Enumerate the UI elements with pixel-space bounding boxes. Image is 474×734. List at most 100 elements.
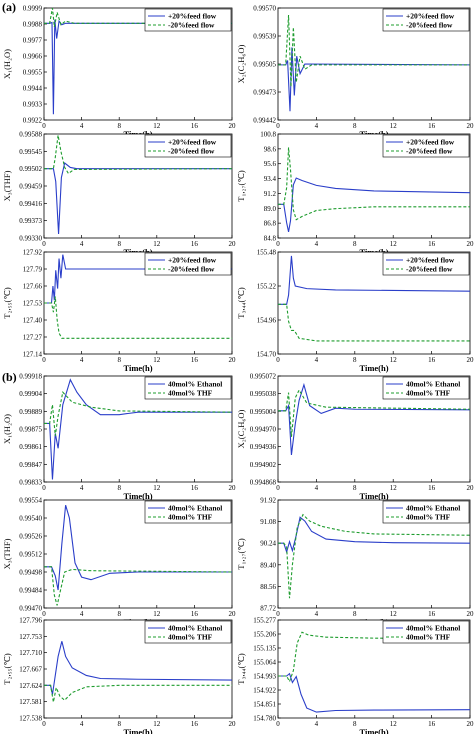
x-axis-label: Time(h) <box>359 363 388 373</box>
y-tick-label: 0.9966 <box>23 53 43 61</box>
x-tick-label: 20 <box>467 122 474 130</box>
y-tick-label: 155.206 <box>253 631 276 639</box>
panel-a1: 0 4 8 12 16 20 0.9922 0.9933 0.9944 0.9955 0.9966 0… <box>2 5 236 140</box>
y-tick-label: 127.753 <box>19 633 42 641</box>
legend-box <box>382 8 470 32</box>
legend: +20%feed flow-20%feed flow <box>382 134 470 158</box>
panel-a5: 0 4 8 12 16 20 127.14 127.27 127.40 127.53 127.66 1… <box>2 249 236 374</box>
x-tick-label: 4 <box>315 356 319 364</box>
series-line-primary <box>278 47 470 112</box>
legend-box <box>144 252 232 276</box>
series-line-secondary <box>44 296 232 339</box>
y-tick-label: 0.9988 <box>23 21 43 29</box>
x-tick-label: 12 <box>390 484 398 492</box>
x-tick-label: 12 <box>153 720 161 728</box>
y-tick-label: 0.995072 <box>250 373 277 381</box>
y-tick-label: 0.99470 <box>19 605 42 613</box>
y-tick-label: 0.99459 <box>19 183 42 191</box>
y-tick-label: 0.995038 <box>250 390 277 398</box>
x-tick-label: 20 <box>229 610 237 618</box>
series-line-primary <box>44 504 232 591</box>
y-tick-label: 86.8 <box>264 220 277 228</box>
x-tick-label: 20 <box>467 240 474 248</box>
x-axis-label: Time(h) <box>123 491 152 501</box>
legend: +20%feed flow-20%feed flow <box>144 8 232 32</box>
y-tick-label: 0.99539 <box>253 33 276 41</box>
legend-label: +20%feed flow <box>406 256 455 265</box>
y-tick-label: 127.92 <box>23 249 43 257</box>
x-tick-label: 12 <box>390 356 398 364</box>
y-tick-label: 127.667 <box>19 666 42 674</box>
panel-b1: 0 4 8 12 16 20 0.99833 0.99847 0.99861 0.99875 0.9… <box>2 373 236 502</box>
x-tick-label: 8 <box>353 720 357 728</box>
y-tick-label: 155.48 <box>257 249 277 257</box>
y-tick-label: 0.99861 <box>19 443 42 451</box>
y-tick-label: 154.70 <box>257 351 277 359</box>
series-line-secondary <box>44 566 232 606</box>
panel-b3: 0 4 8 12 16 20 0.99470 0.99484 0.99498 0.99512 0.9… <box>2 497 236 628</box>
x-tick-label: 4 <box>315 610 319 618</box>
x-axis-label: Time(h) <box>359 491 388 501</box>
legend-label: +20%feed flow <box>168 256 217 265</box>
legend-label: -20%feed flow <box>406 265 453 274</box>
y-tick-label: 0.99484 <box>19 587 42 595</box>
y-tick-label: 0.99875 <box>19 426 42 434</box>
y-tick-label: 0.995004 <box>250 408 277 416</box>
legend-label: -20%feed flow <box>168 21 215 30</box>
y-tick-label: 89.0 <box>264 205 277 213</box>
x-tick-label: 8 <box>117 240 121 248</box>
x-tick-label: 16 <box>428 356 436 364</box>
x-tick-label: 20 <box>467 356 474 364</box>
legend-label: 40mol% Ethanol <box>168 380 222 389</box>
legend-label: 40mol% THF <box>406 513 451 522</box>
y-tick-label: 127.53 <box>23 300 43 308</box>
y-tick-label: 0.99505 <box>253 61 276 69</box>
y-tick-label: 0.994868 <box>250 479 277 487</box>
legend-label: -20%feed flow <box>406 21 453 30</box>
panel-a2: 0 4 8 12 16 20 0.99442 0.99473 0.99505 0.99539 0.9… <box>236 5 474 140</box>
y-tick-label: 0.99554 <box>19 497 42 505</box>
x-tick-label: 12 <box>390 240 398 248</box>
y-tick-label: 0.99526 <box>19 533 42 541</box>
x-tick-label: 16 <box>428 610 436 618</box>
legend-label: -20%feed flow <box>406 147 453 156</box>
y-tick-label: 90.24 <box>260 540 276 548</box>
x-tick-label: 16 <box>191 356 199 364</box>
y-tick-label: 155.135 <box>253 645 276 653</box>
legend-box <box>382 376 470 400</box>
series-line-secondary <box>44 8 232 28</box>
x-tick-label: 20 <box>229 240 237 248</box>
section-label-b: (b) <box>2 370 17 384</box>
legend-label: 40mol% Ethanol <box>168 624 222 633</box>
y-tick-label: 127.66 <box>23 283 43 291</box>
y-tick-label: 0.994902 <box>250 461 277 469</box>
legend-label: 40mol% Ethanol <box>406 504 460 513</box>
y-tick-label: 88.56 <box>260 583 276 591</box>
x-tick-label: 0 <box>276 720 280 728</box>
legend-label: +20%feed flow <box>168 12 217 21</box>
y-tick-label: 127.79 <box>23 266 43 274</box>
y-tick-label: 0.99330 <box>19 235 42 243</box>
x-tick-label: 4 <box>80 122 84 130</box>
x-tick-label: 8 <box>353 122 357 130</box>
panel-b6: 0 4 8 12 16 20 154.780 154.851 154.922 154.993 155… <box>236 617 474 734</box>
y-tick-label: 127.40 <box>23 317 43 325</box>
plot-panels: 0 4 8 12 16 20 0.9922 0.9933 0.9944 0.9955 0.9966 0… <box>2 5 474 734</box>
y-axis-label: T₂,₅₅(℃) <box>2 653 12 685</box>
x-tick-label: 16 <box>428 484 436 492</box>
y-axis-label: T₁,₂₇(℃) <box>236 170 246 202</box>
x-tick-label: 0 <box>42 484 46 492</box>
y-tick-label: 0.9955 <box>23 69 43 77</box>
x-tick-label: 12 <box>390 720 398 728</box>
x-tick-label: 4 <box>315 484 319 492</box>
y-tick-label: 0.99512 <box>19 551 42 559</box>
legend-box <box>382 134 470 158</box>
x-tick-label: 16 <box>428 720 436 728</box>
y-axis-label: X₁(H₂O) <box>2 49 12 79</box>
x-tick-label: 4 <box>80 720 84 728</box>
y-axis-label: T₁,₂₇(℃) <box>236 538 246 570</box>
